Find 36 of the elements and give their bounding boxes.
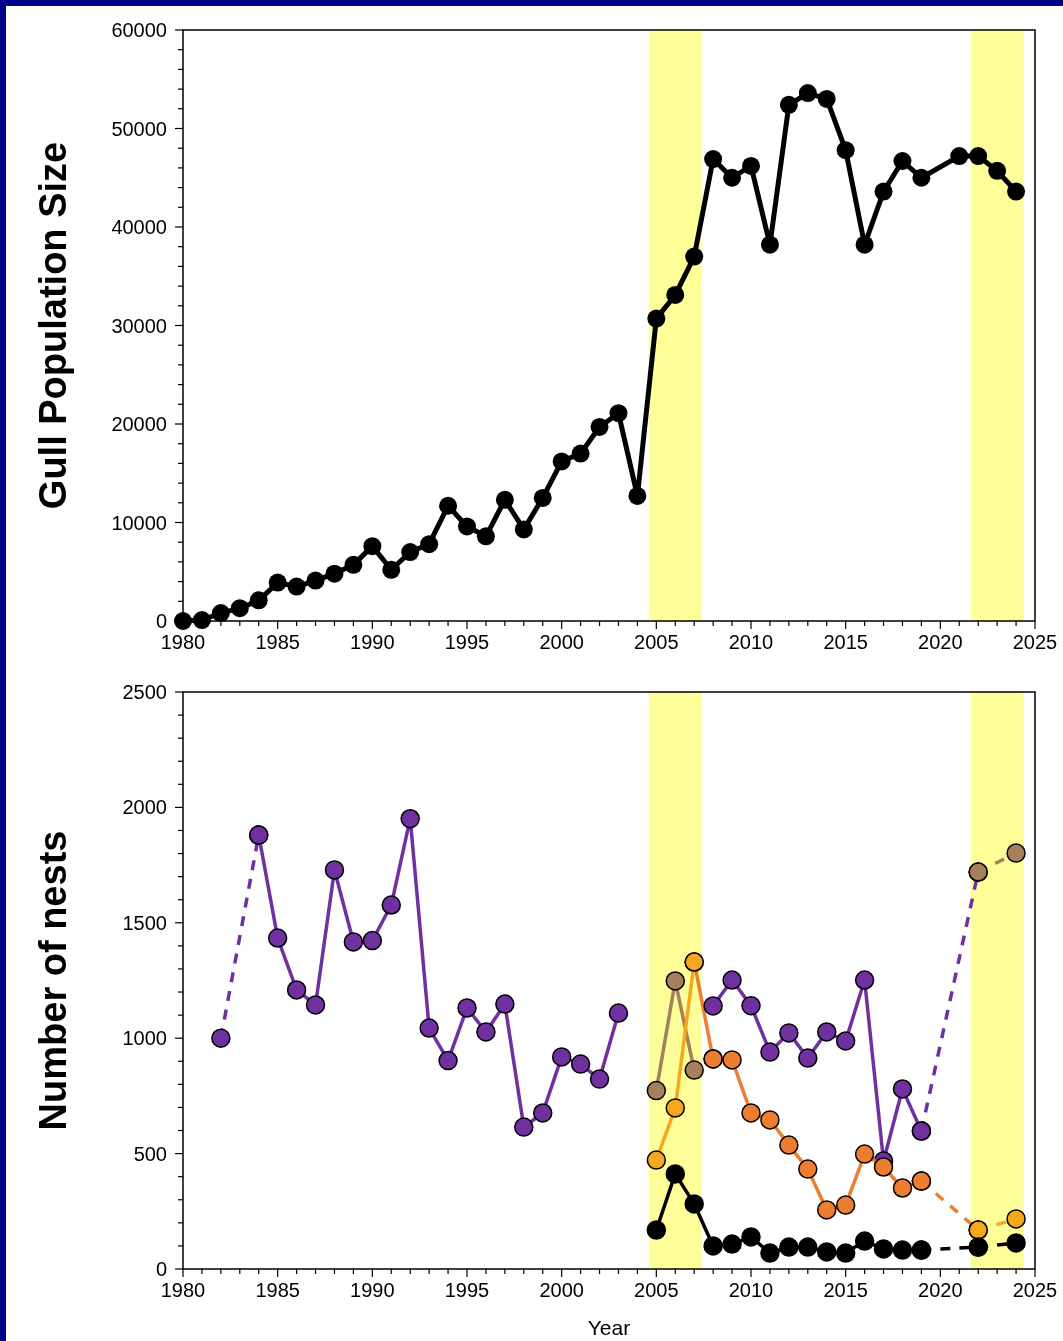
x-tick-label: 2025	[1012, 1279, 1058, 1301]
y-tick-label: 2500	[122, 681, 167, 703]
x-tick-label: 2020	[918, 631, 963, 653]
x-axis-title: Year	[587, 1316, 631, 1339]
x-tick-label: 1985	[255, 1279, 300, 1301]
y-tick-label: 2000	[122, 796, 167, 819]
y-tick-label: 20000	[111, 413, 167, 435]
y-tick-label: 60000	[111, 19, 167, 41]
x-tick-label: 1985	[255, 631, 300, 653]
x-tick-label: 2020	[918, 1279, 963, 1301]
y-tick-label: 40000	[111, 216, 167, 238]
x-tick-label: 2025	[1012, 631, 1058, 653]
x-tick-label: 1980	[160, 631, 206, 653]
x-tick-label: 1995	[444, 1279, 490, 1301]
y-tick-label: 0	[155, 1258, 167, 1280]
x-tick-label: 1990	[350, 1279, 395, 1301]
y-axis-title: Gull Population Size	[32, 141, 74, 510]
y-tick-label: 1500	[122, 911, 167, 934]
x-tick-label: 2005	[634, 631, 679, 653]
x-tick-label: 2015	[823, 1279, 868, 1301]
x-tick-label: 2000	[539, 1279, 584, 1301]
x-tick-label: 2010	[728, 631, 774, 653]
x-tick-label: 2015	[823, 631, 868, 653]
x-tick-label: 2005	[634, 1279, 679, 1301]
y-tick-label: 0	[155, 610, 167, 632]
x-tick-label: 1980	[160, 1279, 206, 1301]
x-tick-label: 2000	[539, 631, 584, 653]
y-tick-label: 30000	[111, 314, 167, 337]
y-tick-label: 1000	[122, 1027, 167, 1050]
x-tick-label: 1990	[350, 631, 395, 653]
y-tick-label: 50000	[111, 117, 167, 140]
y-tick-label: 10000	[111, 511, 167, 534]
y-tick-label: 500	[133, 1142, 167, 1165]
x-tick-label: 2010	[728, 1279, 774, 1301]
y-axis-title: Number of nests	[32, 830, 74, 1131]
x-tick-label: 1995	[444, 631, 490, 653]
